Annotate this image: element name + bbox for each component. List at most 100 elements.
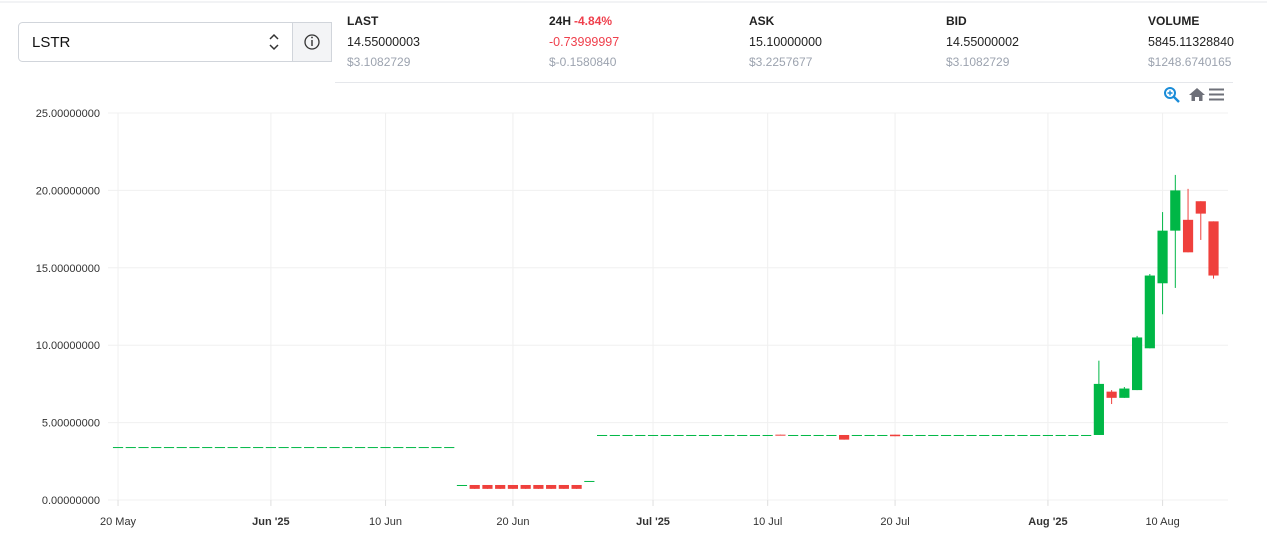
candle-body	[418, 447, 429, 449]
candle-body	[609, 434, 620, 436]
stat-usd: $3.2257677	[749, 55, 813, 69]
stat-change: -4.84%	[574, 14, 612, 28]
stat-usd: $1248.6740165	[1148, 55, 1232, 69]
candle-body	[329, 447, 340, 449]
candle-body	[724, 434, 735, 436]
chart-toolbar	[1164, 87, 1224, 103]
candle-body	[940, 434, 952, 436]
candle-body	[1004, 434, 1015, 436]
candle-body	[1157, 230, 1168, 284]
candle-body	[278, 447, 289, 449]
candle-body	[1030, 434, 1041, 436]
candle-body	[495, 484, 506, 489]
x-tick-label: Jun '25	[252, 516, 289, 528]
y-tick-label: 0.00000000	[42, 495, 100, 507]
y-tick-label: 25.00000000	[36, 108, 100, 120]
x-tick-label: Aug '25	[1028, 516, 1067, 528]
candle-body	[915, 434, 926, 436]
candle-body	[1195, 201, 1206, 214]
zoom-icon	[1167, 90, 1173, 96]
candle-body	[176, 447, 187, 449]
candle-body	[316, 447, 327, 449]
stat-value: 15.10000000	[749, 35, 822, 49]
candle-body	[520, 484, 531, 489]
x-tick-label: 10 Aug	[1145, 516, 1179, 528]
candle-body	[1017, 434, 1028, 436]
candle-body	[889, 434, 901, 437]
stat-value: 14.55000003	[347, 35, 420, 49]
candle-body	[546, 484, 557, 489]
candle-body	[864, 434, 875, 436]
x-tick-label: 20 Jul	[880, 516, 909, 528]
x-tick-label: 20 May	[100, 516, 137, 528]
candle-body	[163, 447, 175, 449]
candle-body	[686, 434, 697, 436]
zoom-button[interactable]	[1164, 87, 1180, 103]
candle-body	[151, 447, 162, 449]
candle-body	[711, 434, 722, 436]
candle-body	[265, 447, 276, 449]
x-tick-label: 10 Jun	[369, 516, 402, 528]
candle-body	[405, 447, 417, 449]
symbol: LSTR	[32, 34, 71, 51]
candle-body	[596, 434, 608, 436]
candle-body	[966, 434, 977, 436]
stat-label: BID	[946, 14, 967, 28]
stat-value: 14.55000002	[946, 35, 1019, 49]
candle-body	[558, 484, 569, 489]
menu-button[interactable]	[1209, 88, 1224, 101]
candle-body	[291, 447, 302, 449]
x-tick-label: Jul '25	[636, 516, 670, 528]
grid	[108, 112, 1228, 505]
candle-body	[189, 447, 200, 449]
candle-body	[444, 447, 455, 449]
candle-body	[1106, 391, 1117, 398]
candle-body	[647, 434, 659, 436]
candle-body	[533, 484, 544, 489]
candle-body	[202, 447, 213, 449]
candle-body	[367, 447, 378, 449]
y-tick-label: 15.00000000	[36, 263, 100, 275]
candle-body	[482, 484, 493, 489]
zoom-icon	[1164, 87, 1176, 99]
candle-body	[1131, 337, 1143, 391]
candle-body	[112, 447, 124, 449]
candle-body	[1068, 434, 1079, 436]
candle-body	[1081, 434, 1092, 436]
stat-label: LAST	[347, 14, 379, 28]
home-button[interactable]	[1189, 88, 1205, 101]
stat-label: 24H	[549, 14, 571, 28]
candle-body	[1182, 219, 1194, 253]
candle-body	[851, 434, 862, 436]
zoom-icon	[1173, 96, 1180, 103]
stat-value: -0.73999997	[549, 35, 619, 49]
candle-body	[469, 484, 480, 489]
candle-body	[775, 434, 786, 436]
candle-body	[571, 484, 582, 489]
candle-body	[1055, 434, 1066, 436]
y-tick-label: 20.00000000	[36, 185, 100, 197]
stat-value: 5845.11328840	[1148, 35, 1234, 49]
candle-body	[507, 484, 519, 489]
axes: 0.00000000 5.00000000 10.00000000 15.000000…	[36, 108, 1180, 528]
candle-body	[660, 434, 671, 436]
candle-body	[456, 484, 468, 486]
candle-body	[1093, 383, 1104, 435]
candle-body	[304, 447, 315, 449]
candle-body	[1144, 275, 1155, 349]
candle-body	[800, 434, 811, 436]
candle-body	[1042, 434, 1054, 436]
candle-body	[991, 434, 1003, 436]
symbol-select[interactable]: LSTR	[18, 22, 332, 62]
candle-body	[622, 434, 633, 436]
candle-body	[584, 480, 595, 482]
candle-body	[431, 447, 442, 449]
candles	[112, 174, 1219, 489]
x-tick-label: 10 Jul	[753, 516, 782, 528]
candle-body	[635, 434, 646, 436]
info-icon	[304, 34, 320, 50]
candle-body	[253, 447, 264, 449]
candle-body	[214, 447, 226, 449]
